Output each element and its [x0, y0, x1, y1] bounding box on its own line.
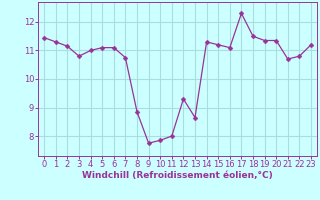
- X-axis label: Windchill (Refroidissement éolien,°C): Windchill (Refroidissement éolien,°C): [82, 171, 273, 180]
